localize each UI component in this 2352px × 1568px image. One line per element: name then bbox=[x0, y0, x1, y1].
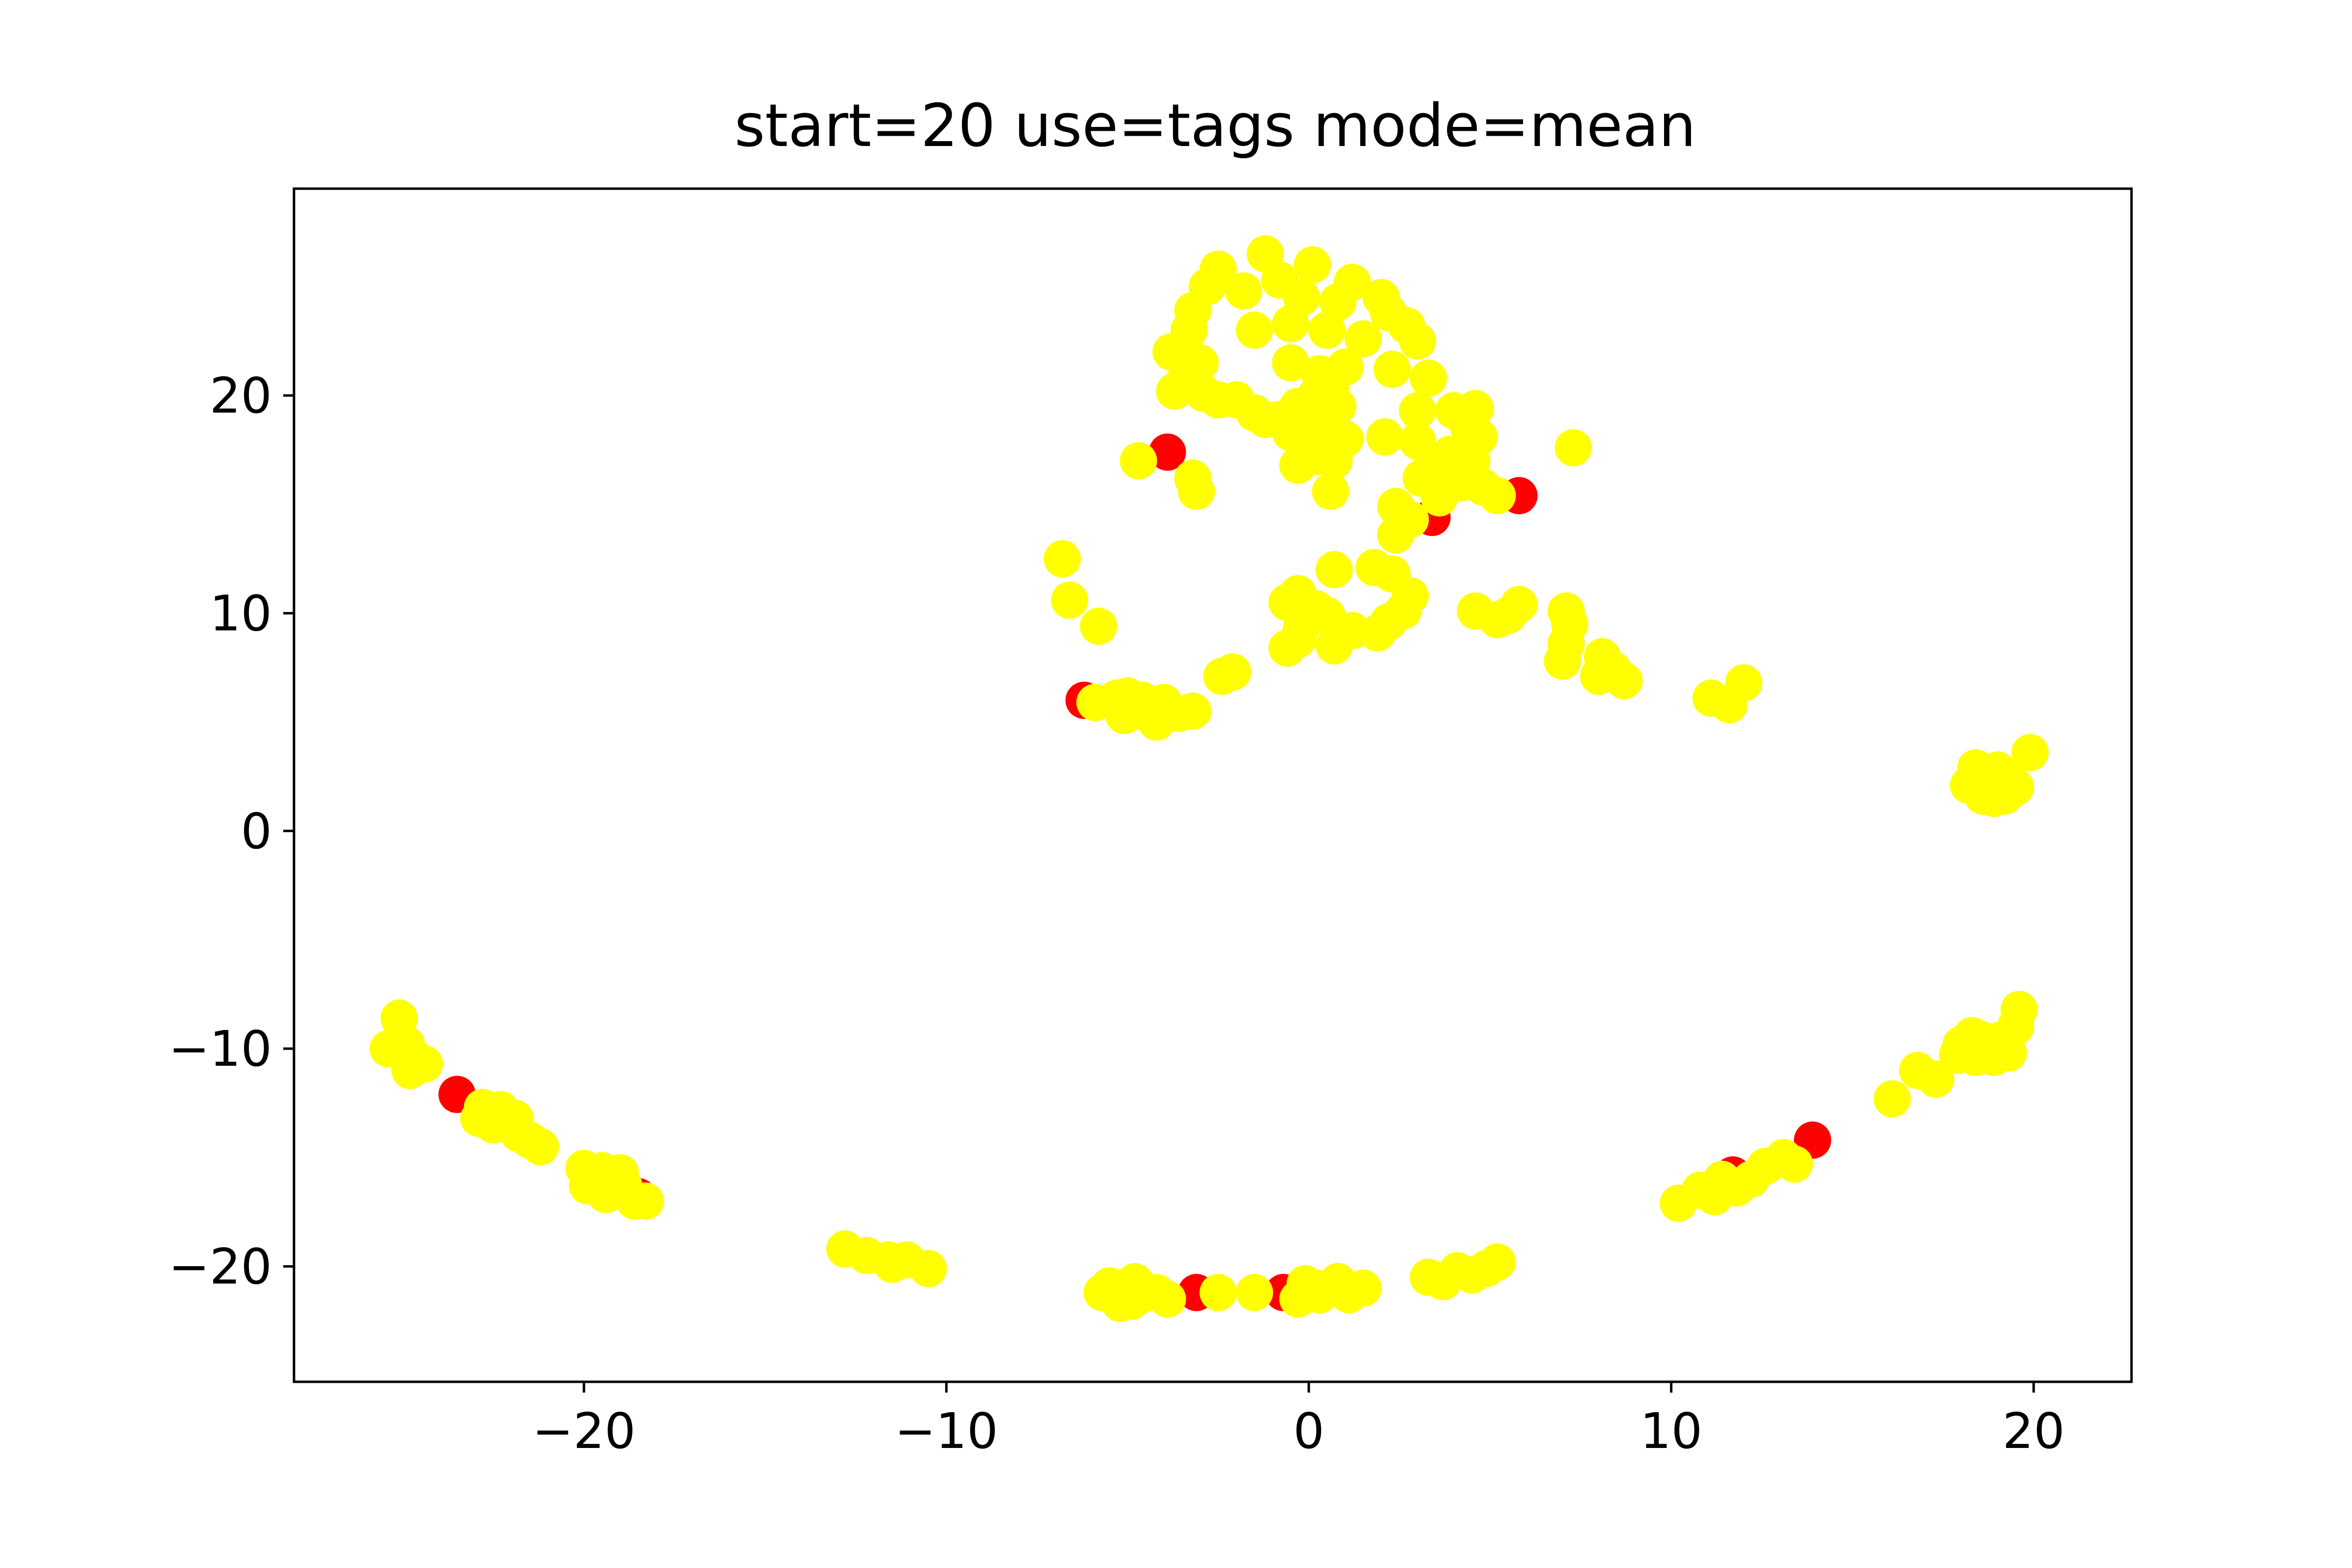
yellow-point bbox=[1410, 359, 1447, 397]
yellow-point bbox=[1152, 333, 1190, 371]
yellow-point bbox=[1319, 283, 1357, 321]
yellow-point bbox=[1776, 1145, 1813, 1183]
yellow-point bbox=[1080, 608, 1117, 645]
yellow-point bbox=[1605, 662, 1643, 700]
yellow-point bbox=[1398, 322, 1436, 360]
yellow-point bbox=[1345, 1269, 1382, 1307]
yellow-point bbox=[627, 1182, 664, 1220]
yellow-point bbox=[1138, 703, 1176, 741]
yellow-point bbox=[1873, 1080, 1911, 1118]
yellow-point bbox=[909, 1250, 947, 1287]
y-tick-label: 20 bbox=[210, 367, 272, 424]
yellow-point bbox=[1236, 1274, 1274, 1311]
yellow-point bbox=[1392, 501, 1429, 539]
y-tick-label: 10 bbox=[210, 585, 272, 642]
yellow-point bbox=[1272, 344, 1309, 382]
y-tick-label: 0 bbox=[241, 803, 272, 860]
y-tick-label: −20 bbox=[169, 1238, 272, 1295]
yellow-point bbox=[1177, 472, 1215, 510]
yellow-point bbox=[1279, 388, 1317, 425]
x-tick-label: 10 bbox=[1640, 1402, 1702, 1460]
yellow-point bbox=[1225, 272, 1262, 310]
yellow-point bbox=[1312, 472, 1349, 510]
yellow-point bbox=[1294, 246, 1331, 284]
yellow-point bbox=[1279, 446, 1317, 484]
yellow-point bbox=[1464, 468, 1501, 506]
yellow-point bbox=[1917, 1060, 1955, 1098]
yellow-point bbox=[1554, 429, 1592, 466]
ticks-layer: −20 −10 0 10 20 −20 −10 0 10 20 bbox=[169, 367, 2065, 1460]
yellow-point bbox=[1112, 1282, 1150, 1320]
yellow-point bbox=[1156, 372, 1194, 410]
yellow-point bbox=[1120, 442, 1157, 480]
x-tick-label: −10 bbox=[895, 1402, 998, 1460]
plot-frame bbox=[293, 187, 2133, 1383]
yellow-point bbox=[1421, 479, 1458, 516]
red-point bbox=[1149, 433, 1186, 471]
yellow-point bbox=[2011, 734, 2049, 771]
yellow-point bbox=[1051, 581, 1088, 619]
yellow-point bbox=[1489, 596, 1527, 634]
yellow-point bbox=[1149, 1280, 1186, 1318]
points-layer bbox=[369, 235, 2049, 1322]
yellow-point bbox=[1297, 1269, 1335, 1307]
x-tick-label: 0 bbox=[1293, 1402, 1324, 1460]
yellow-point bbox=[1312, 370, 1349, 408]
yellow-point bbox=[522, 1128, 559, 1166]
yellow-point bbox=[1366, 418, 1404, 456]
yellow-point bbox=[391, 1052, 429, 1089]
yellow-point bbox=[1308, 311, 1346, 349]
yellow-point bbox=[873, 1246, 911, 1283]
yellow-point bbox=[1044, 540, 1081, 578]
yellow-point bbox=[1975, 1038, 2012, 1076]
yellow-point bbox=[1272, 305, 1309, 343]
y-tick-label: −10 bbox=[169, 1020, 272, 1078]
yellow-point bbox=[1236, 311, 1274, 349]
yellow-point bbox=[1203, 658, 1241, 695]
x-tick-label: −20 bbox=[532, 1402, 636, 1460]
yellow-point bbox=[2000, 991, 2038, 1029]
yellow-point bbox=[1478, 1243, 1516, 1281]
x-tick-label: 20 bbox=[2003, 1402, 2065, 1460]
yellow-point bbox=[1725, 664, 1763, 702]
yellow-point bbox=[1345, 320, 1382, 358]
yellow-point bbox=[1398, 392, 1436, 430]
yellow-point bbox=[1997, 768, 2034, 806]
yellow-point bbox=[1964, 777, 2002, 815]
yellow-point bbox=[1174, 692, 1212, 730]
yellow-point bbox=[1544, 642, 1581, 680]
yellow-point bbox=[1315, 551, 1353, 588]
yellow-point bbox=[1279, 620, 1317, 658]
yellow-point bbox=[1105, 697, 1143, 735]
yellow-point bbox=[1373, 350, 1411, 388]
yellow-point bbox=[1333, 612, 1371, 649]
chart-title: start=20 use=tags mode=mean bbox=[735, 92, 1696, 160]
yellow-point bbox=[1200, 1274, 1237, 1311]
